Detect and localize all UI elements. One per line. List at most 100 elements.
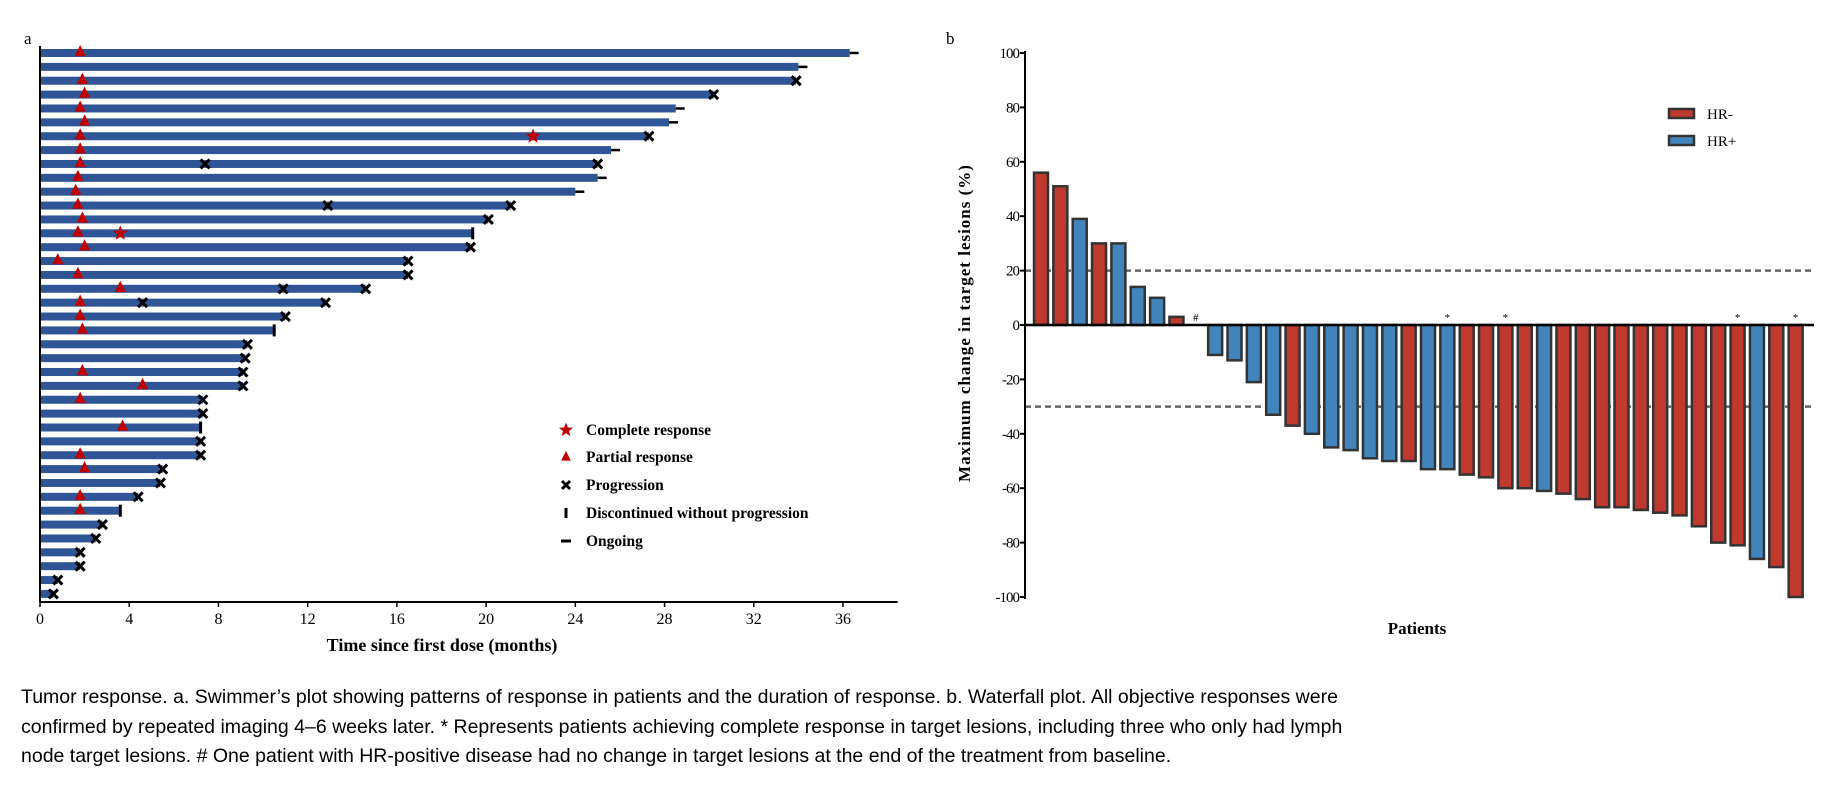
duration-bar [40, 257, 409, 266]
legend-item-partial_response: Partial response [561, 449, 693, 466]
duration-bar [40, 298, 326, 307]
waterfall-bar [1477, 323, 1495, 479]
y-tick-label: -40 [1002, 427, 1019, 443]
swimmer-row [40, 197, 517, 212]
y-tick-label: 60 [1006, 155, 1020, 171]
progression-marker [482, 213, 494, 226]
legend-label: HR+ [1707, 134, 1736, 150]
waterfall-bar-group [1284, 323, 1301, 427]
progression-marker [790, 75, 802, 87]
partial-response-marker [74, 488, 86, 501]
swimmer-row [40, 447, 207, 461]
swimmer-row [40, 155, 604, 170]
waterfall-bar-group: * [1787, 312, 1804, 599]
x-stroke [132, 491, 144, 503]
progression-marker [360, 283, 372, 295]
waterfall-bar [1729, 323, 1746, 547]
duration-bar [40, 478, 161, 487]
waterfall-bar [1381, 323, 1398, 463]
duration-bar [40, 465, 163, 474]
waterfall-bar [1071, 217, 1088, 327]
bar-annotation: * [1735, 312, 1741, 324]
waterfall-bar [1342, 323, 1359, 452]
progression-marker [402, 269, 414, 281]
x-stroke [279, 310, 291, 323]
bar-annotation: * [1445, 312, 1451, 324]
x-stroke [277, 283, 289, 295]
swimmer-row [40, 488, 144, 503]
waterfall-bar-group [1226, 323, 1243, 362]
waterfall-bar-group [1090, 242, 1108, 327]
swimmer-row [40, 169, 607, 182]
x-stroke [464, 241, 477, 253]
waterfall-bar-group [1419, 323, 1437, 471]
x-tick-label: 28 [657, 611, 673, 628]
duration-bar [40, 62, 799, 71]
caption-line: confirmed by repeated imaging 4–6 weeks … [21, 715, 1343, 738]
partial-response-marker [76, 364, 88, 376]
x-stroke [505, 200, 517, 212]
progression-marker [592, 158, 604, 170]
swimmer-row [40, 308, 291, 323]
waterfall-bar [1555, 323, 1572, 495]
waterfall-bar-group: * [1729, 312, 1746, 547]
waterfall-bar-group [1613, 323, 1630, 509]
swimmer-row [40, 45, 859, 57]
waterfall-bar [1090, 242, 1108, 327]
waterfall-bar [1458, 323, 1475, 476]
legend-item-HR+: HR+ [1667, 134, 1736, 150]
x-stroke [74, 546, 86, 558]
y-tick-label: 0 [1013, 318, 1020, 334]
x-tick-label: 32 [746, 611, 762, 628]
waterfall-bar-group [1458, 323, 1475, 476]
progression-marker [137, 297, 149, 309]
progression-marker [708, 89, 720, 101]
progression-marker [279, 310, 291, 323]
x-stroke [708, 89, 720, 101]
waterfall-bar [1303, 323, 1321, 436]
waterfall-bar-group [1671, 323, 1688, 517]
x-stroke [560, 479, 572, 491]
waterfall-bar [1439, 323, 1456, 471]
progression-marker [237, 366, 249, 378]
waterfall-bar-group [1052, 185, 1069, 327]
waterfall-bar-group [1477, 323, 1495, 479]
progression-marker [195, 435, 207, 447]
waterfall-bar-group [1710, 323, 1727, 544]
x-tick-label: 24 [567, 611, 583, 628]
progression-marker [402, 255, 414, 267]
figure-charts: a 0 4 8 12 16 20 24 28 32 36 Time since first dose … [24, 29, 1814, 656]
waterfall-bar-group: * [1497, 312, 1514, 490]
waterfall-bar [1497, 323, 1514, 490]
legend-item-complete_response: Complete response [558, 422, 711, 439]
waterfall-bar [1361, 323, 1379, 460]
x-stroke [790, 75, 802, 87]
legend-label: Discontinued without progression [586, 505, 809, 522]
swimmer-row [40, 62, 808, 71]
progression-marker [157, 463, 169, 475]
waterfall-bar [1632, 323, 1650, 512]
duration-bar [40, 118, 670, 127]
partial-response-marker [76, 211, 88, 223]
duration-bar [40, 243, 471, 252]
y-tick-label: 100 [1000, 46, 1020, 62]
waterfall-bar-group [1323, 323, 1340, 449]
partial-response-marker [72, 266, 84, 279]
partial-response-marker [72, 225, 84, 237]
x-tick-label: 20 [478, 611, 494, 628]
x-tick-label: 12 [300, 611, 316, 628]
progression-marker [154, 477, 167, 489]
progression-marker [90, 532, 102, 545]
partial-response-marker [52, 253, 64, 265]
progression-marker [237, 380, 249, 392]
progression-marker [505, 200, 517, 212]
waterfall-bar-group [1535, 323, 1553, 493]
waterfall-bar-group [1748, 323, 1766, 561]
waterfall-bar-group [1400, 323, 1417, 463]
waterfall-bar-group [1071, 217, 1088, 327]
duration-bar [40, 409, 203, 418]
swimmer-row [40, 225, 475, 240]
bar-annotation: * [1793, 312, 1799, 324]
legend-label: Ongoing [586, 533, 643, 550]
duration-bar [40, 49, 850, 57]
